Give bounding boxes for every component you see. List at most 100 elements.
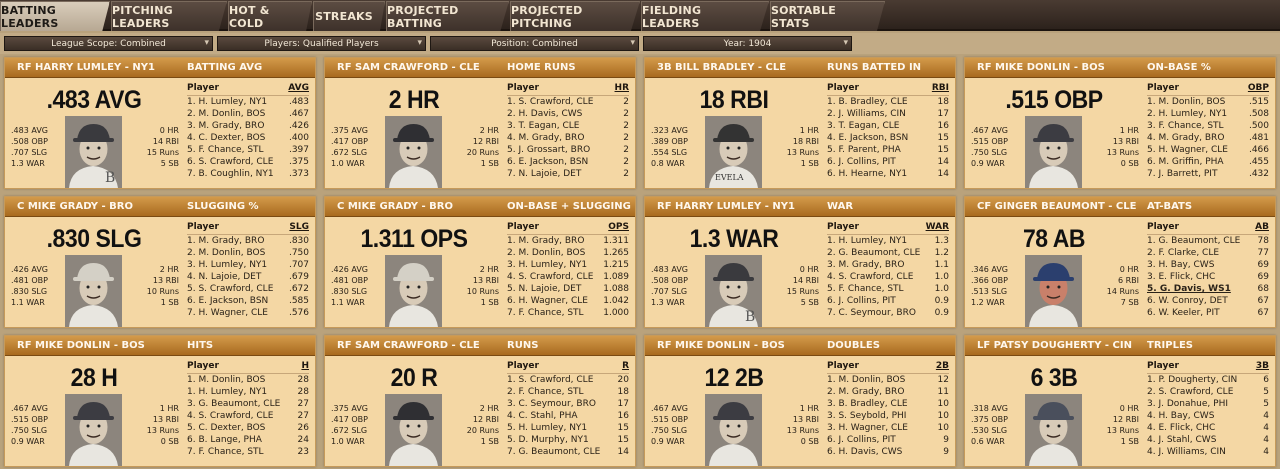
tab-streaks[interactable]: STREAKS (313, 1, 385, 31)
player-name[interactable]: 6. J. Collins, PIT (827, 435, 896, 445)
year-select[interactable]: Year: 1904 ▾ (643, 36, 852, 51)
player-name[interactable]: 6. E. Jackson, BSN (187, 296, 269, 306)
table-row[interactable]: 4. M. Grady, BRO 2 (507, 132, 629, 144)
table-row[interactable]: 2. S. Crawford, CLE 5 (1147, 386, 1269, 398)
player-photo[interactable]: EVELA (705, 116, 762, 188)
player-name[interactable]: 4. S. Crawford, CLE (187, 411, 274, 421)
player-photo[interactable] (1025, 116, 1082, 188)
stat-column-header[interactable]: 3B (1255, 361, 1269, 371)
tab-projected-batting[interactable]: PROJECTED BATTING (386, 1, 509, 31)
player-name[interactable]: 5. S. Crawford, CLE (187, 284, 274, 294)
tab-fielding-leaders[interactable]: FIELDING LEADERS (641, 1, 769, 31)
player-name[interactable]: 5. N. Lajoie, DET (507, 284, 582, 294)
player-column-header[interactable]: Player (827, 83, 859, 93)
player-name[interactable]: 3. T. Eagan, CLE (827, 121, 900, 131)
table-row[interactable]: 3. T. Eagan, CLE 2 (507, 120, 629, 132)
table-row[interactable]: 4. S. Crawford, CLE 1.0 (827, 271, 949, 283)
table-row[interactable]: 3. G. Beaumont, CLE 27 (187, 398, 309, 410)
player-name[interactable]: 3. T. Eagan, CLE (507, 121, 580, 131)
player-name[interactable]: 6. S. Crawford, CLE (187, 157, 274, 167)
table-row[interactable]: 4. J. Stahl, CWS 4 (1147, 434, 1269, 446)
stat-column-header[interactable]: OPS (608, 222, 629, 232)
table-row[interactable]: 5. J. Grossart, BRO 2 (507, 144, 629, 156)
player-name[interactable]: 1. B. Bradley, CLE (827, 97, 908, 107)
tab-pitching-leaders[interactable]: PITCHING LEADERS (111, 1, 227, 31)
table-row[interactable]: 6. B. Lange, PHA 24 (187, 434, 309, 446)
player-name[interactable]: 3. H. Wagner, CLE (827, 423, 908, 433)
table-row[interactable]: 3. M. Grady, BRO .426 (187, 120, 309, 132)
player-name[interactable]: 2. F. Clarke, CLE (1147, 248, 1220, 258)
leader-player-link[interactable]: RF HARRY LUMLEY - NY1 (657, 201, 795, 212)
table-row[interactable]: 4. S. Crawford, CLE 27 (187, 410, 309, 422)
table-row[interactable]: 5. F. Chance, STL .397 (187, 144, 309, 156)
player-name[interactable]: 5. D. Murphy, NY1 (507, 435, 589, 445)
table-row[interactable]: 1. G. Beaumont, CLE 78 (1147, 235, 1269, 247)
table-row[interactable]: 7. H. Wagner, CLE .576 (187, 307, 309, 319)
leader-player-link[interactable]: LF PATSY DOUGHERTY - CIN (977, 340, 1132, 351)
table-row[interactable]: 1. H. Lumley, NY1 1.3 (827, 235, 949, 247)
stat-column-header[interactable]: HR (614, 83, 629, 93)
player-name[interactable]: 1. H. Lumley, NY1 (187, 387, 268, 397)
player-name[interactable]: 2. M. Grady, BRO (827, 387, 905, 397)
player-photo[interactable] (1025, 255, 1082, 327)
player-name[interactable]: 7. B. Coughlin, NY1 (187, 169, 274, 179)
table-row[interactable]: 1. H. Lumley, NY1 .483 (187, 96, 309, 108)
player-name[interactable]: 3. C. Seymour, BRO (507, 399, 596, 409)
player-name[interactable]: 3. E. Flick, CHC (1147, 272, 1216, 282)
table-row[interactable]: 4. J. Williams, CIN 4 (1147, 446, 1269, 458)
table-row[interactable]: 1. M. Donlin, BOS 12 (827, 374, 949, 386)
table-row[interactable]: 5. S. Crawford, CLE .672 (187, 283, 309, 295)
player-name[interactable]: 3. S. Seybold, PHI (827, 411, 907, 421)
player-name[interactable]: 7. H. Wagner, CLE (187, 308, 268, 318)
table-row[interactable]: 7. F. Chance, STL 23 (187, 446, 309, 458)
table-row[interactable]: 5. D. Murphy, NY1 15 (507, 434, 629, 446)
player-photo[interactable]: B (65, 116, 122, 188)
player-column-header[interactable]: Player (507, 83, 539, 93)
table-row[interactable]: 2. M. Donlin, BOS .750 (187, 247, 309, 259)
table-row[interactable]: 4. H. Bay, CWS 4 (1147, 410, 1269, 422)
table-row[interactable]: 5. H. Wagner, CLE .466 (1147, 144, 1269, 156)
table-row[interactable]: 4. E. Flick, CHC 4 (1147, 422, 1269, 434)
player-name[interactable]: 1. G. Beaumont, CLE (1147, 236, 1241, 246)
player-name[interactable]: 1. P. Dougherty, CIN (1147, 375, 1238, 385)
leader-player-link[interactable]: C MIKE GRADY - BRO (17, 201, 133, 212)
table-row[interactable]: 6. E. Jackson, BSN 2 (507, 156, 629, 168)
player-photo[interactable] (1025, 394, 1082, 466)
leader-player-link[interactable]: 3B BILL BRADLEY - CLE (657, 62, 787, 73)
player-name[interactable]: 6. H. Davis, CWS (827, 447, 903, 457)
table-row[interactable]: 1. M. Donlin, BOS .515 (1147, 96, 1269, 108)
player-name[interactable]: 4. J. Williams, CIN (1147, 447, 1226, 457)
player-name[interactable]: 3. H. Lumley, NY1 (507, 260, 588, 270)
table-row[interactable]: 3. H. Wagner, CLE 10 (827, 422, 949, 434)
player-name[interactable]: 7. F. Chance, STL (187, 447, 264, 457)
player-name[interactable]: 4. S. Crawford, CLE (507, 272, 594, 282)
player-name[interactable]: 3. B. Bradley, CLE (827, 399, 908, 409)
table-row[interactable]: 2. G. Beaumont, CLE 1.2 (827, 247, 949, 259)
stat-column-header[interactable]: RBI (931, 83, 949, 93)
player-name[interactable]: 7. G. Beaumont, CLE (507, 447, 601, 457)
leader-player-link[interactable]: RF MIKE DONLIN - BOS (17, 340, 145, 351)
player-name[interactable]: 1. M. Grady, BRO (507, 236, 585, 246)
tab-sortable-stats[interactable]: SORTABLE STATS (770, 1, 885, 31)
table-row[interactable]: 7. G. Beaumont, CLE 14 (507, 446, 629, 458)
player-name[interactable]: 5. H. Lumley, NY1 (507, 423, 588, 433)
player-name[interactable]: 4. N. Lajoie, DET (187, 272, 262, 282)
stat-column-header[interactable]: SLG (289, 222, 309, 232)
player-name[interactable]: 4. J. Stahl, CWS (1147, 435, 1217, 445)
stat-column-header[interactable]: H (301, 361, 309, 371)
table-row[interactable]: 3. S. Seybold, PHI 10 (827, 410, 949, 422)
player-column-header[interactable]: Player (187, 361, 219, 371)
player-column-header[interactable]: Player (827, 361, 859, 371)
player-name[interactable]: 1. H. Lumley, NY1 (187, 97, 268, 107)
leader-player-link[interactable]: RF HARRY LUMLEY - NY1 (17, 62, 155, 73)
player-name[interactable]: 5. F. Chance, STL (827, 284, 904, 294)
table-row[interactable]: 3. J. Donahue, PHI 5 (1147, 398, 1269, 410)
player-name[interactable]: 4. C. Dexter, BOS (187, 133, 266, 143)
player-name[interactable]: 4. M. Grady, BRO (507, 133, 585, 143)
table-row[interactable]: 2. M. Donlin, BOS .467 (187, 108, 309, 120)
player-name[interactable]: 6. W. Keeler, PIT (1147, 308, 1220, 318)
table-row[interactable]: 6. J. Collins, PIT 0.9 (827, 295, 949, 307)
stat-column-header[interactable]: AVG (288, 83, 309, 93)
table-row[interactable]: 4. C. Dexter, BOS .400 (187, 132, 309, 144)
player-name[interactable]: 4. C. Stahl, PHA (507, 411, 578, 421)
